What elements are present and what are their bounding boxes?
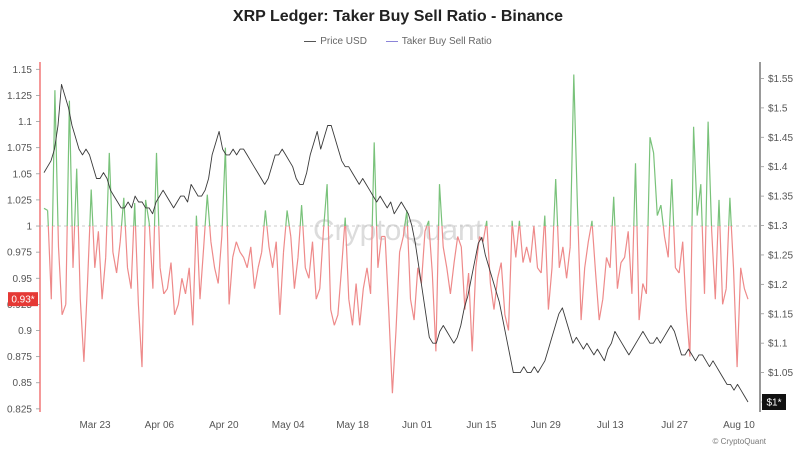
legend-item-price[interactable]: Price USD xyxy=(304,36,367,47)
x-tick-label: Apr 06 xyxy=(145,420,175,431)
left-tick-label: 1.075 xyxy=(7,143,32,154)
x-tick-label: Aug 10 xyxy=(723,420,755,431)
ratio-series xyxy=(43,74,749,394)
legend-swatch-price xyxy=(304,40,317,42)
watermark: CryptoQuant xyxy=(313,214,484,247)
left-tick-label: 1.025 xyxy=(7,195,32,206)
left-tick-label: 1 xyxy=(26,222,32,233)
legend: Price USD Taker Buy Sell Ratio xyxy=(0,36,796,47)
x-tick-label: Jun 15 xyxy=(466,420,496,431)
current-ratio-marker xyxy=(8,292,38,307)
right-tick-label: $1.55 xyxy=(768,74,793,85)
credit: © CryptoQuant xyxy=(712,437,766,446)
left-tick-label: 1.125 xyxy=(7,91,32,102)
x-tick-label: Jul 13 xyxy=(597,420,624,431)
x-tick-label: May 18 xyxy=(336,420,369,431)
x-tick-label: Jun 29 xyxy=(531,420,561,431)
legend-swatch-ratio xyxy=(385,40,398,42)
right-tick-label: $1.25 xyxy=(768,250,793,261)
legend-item-ratio[interactable]: Taker Buy Sell Ratio xyxy=(385,36,492,47)
price-series xyxy=(43,83,749,403)
left-tick-label: 1.15 xyxy=(13,65,33,76)
right-tick-label: $1.05 xyxy=(768,368,793,379)
left-tick-label: 0.975 xyxy=(7,248,32,259)
axes: 0.8250.850.8750.90.9250.950.97511.0251.0… xyxy=(7,62,793,431)
right-tick-label: $1.5 xyxy=(768,103,788,114)
right-tick-label: $1.1 xyxy=(768,339,788,350)
right-tick-label: $1.2 xyxy=(768,280,788,291)
ratio-line-below xyxy=(47,225,749,394)
left-tick-label: 0.85 xyxy=(13,378,33,389)
chart-title: XRP Ledger: Taker Buy Sell Ratio - Binan… xyxy=(232,8,564,25)
current-price-marker xyxy=(762,394,786,410)
legend-label-ratio: Taker Buy Sell Ratio xyxy=(401,36,492,47)
x-tick-label: Mar 23 xyxy=(79,420,111,431)
left-tick-label: 1.05 xyxy=(13,169,33,180)
x-tick-label: Apr 20 xyxy=(209,420,239,431)
current-value-markers: 0.93* $1* xyxy=(8,292,786,410)
right-tick-label: $1.45 xyxy=(768,133,793,144)
x-tick-label: Jul 27 xyxy=(661,420,688,431)
left-tick-label: 0.95 xyxy=(13,274,33,285)
current-ratio-label: 0.93* xyxy=(11,295,34,306)
price-line xyxy=(43,83,749,403)
left-tick-label: 0.9 xyxy=(18,326,32,337)
left-tick-label: 0.825 xyxy=(7,404,32,415)
right-tick-label: $1.4 xyxy=(768,162,788,173)
right-tick-label: $1.15 xyxy=(768,309,793,320)
ratio-line-above xyxy=(43,74,732,227)
right-tick-label: $1.35 xyxy=(768,192,793,203)
left-tick-label: 0.875 xyxy=(7,352,32,363)
x-tick-label: May 04 xyxy=(272,420,305,431)
right-tick-label: $1.3 xyxy=(768,221,788,232)
legend-label-price: Price USD xyxy=(320,36,367,47)
current-price-label: $1* xyxy=(766,398,781,409)
x-tick-label: Jun 01 xyxy=(402,420,432,431)
left-tick-label: 1.1 xyxy=(18,117,32,128)
